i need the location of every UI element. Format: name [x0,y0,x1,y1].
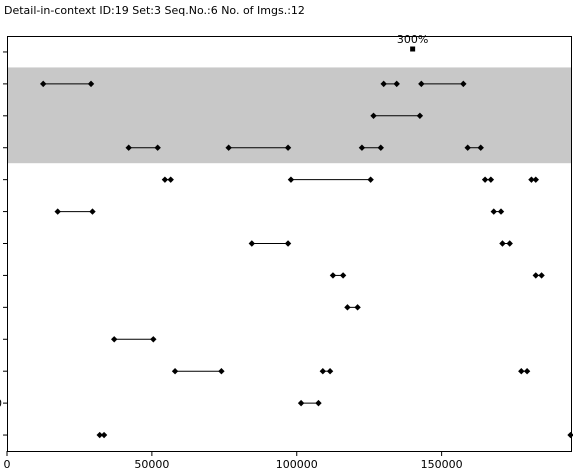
data-point [287,176,295,183]
data-point [528,176,535,183]
x-tick-label: 0 [4,458,11,471]
data-point [490,208,497,215]
data-point [319,367,327,375]
data-point [487,176,495,183]
data-point [248,240,256,247]
data-point [225,144,232,151]
data-point [358,144,366,151]
data-point [344,304,351,311]
data-point [532,176,539,183]
data-point [111,336,118,343]
data-point [416,112,424,120]
data-point [377,144,384,151]
data-point [167,176,174,183]
data-point [464,144,471,151]
x-tick-label: 150000 [421,458,463,471]
data-marks [40,80,573,439]
x-tick-label: 50000 [134,458,169,471]
x-tick-label: 100000 [276,458,318,471]
data-point [418,80,425,88]
data-point [354,304,361,311]
annotation-marker [410,46,416,52]
data-point [96,431,103,439]
data-point [567,431,573,439]
data-point [481,176,489,183]
data-point [532,272,539,279]
data-point [326,367,334,375]
data-point [54,208,61,215]
data-point [506,240,513,247]
annotation-label: 300% [397,33,428,46]
y-tick-label: 0 [0,397,2,410]
data-point [329,272,337,279]
data-point [367,176,374,183]
data-point [370,112,377,120]
data-point [284,240,292,247]
data-point [284,144,292,151]
data-point [100,431,108,439]
annotation-layer: 300% [397,33,428,52]
data-point [460,80,467,88]
x-axis: 0 50000 100000 150000 [4,451,463,471]
data-point [154,144,161,151]
data-point [477,144,484,151]
data-point [339,272,347,279]
data-point [87,80,95,88]
page-title: Detail-in-context ID:19 Set:3 Seq.No.:6 … [4,4,305,17]
data-point [150,336,157,343]
data-point [297,399,305,407]
data-point [40,80,47,88]
y-axis: 0 [0,51,7,436]
data-point [499,240,506,247]
data-point [125,144,132,151]
data-point [89,208,96,215]
data-point [393,80,400,88]
plot-frame [7,36,572,452]
data-point [218,367,225,375]
data-point [315,399,322,407]
data-point [161,176,169,183]
data-point [523,367,531,375]
data-point [518,367,525,375]
data-point [538,272,545,279]
data-point [171,367,179,375]
data-point [380,80,387,88]
data-point [497,208,505,215]
